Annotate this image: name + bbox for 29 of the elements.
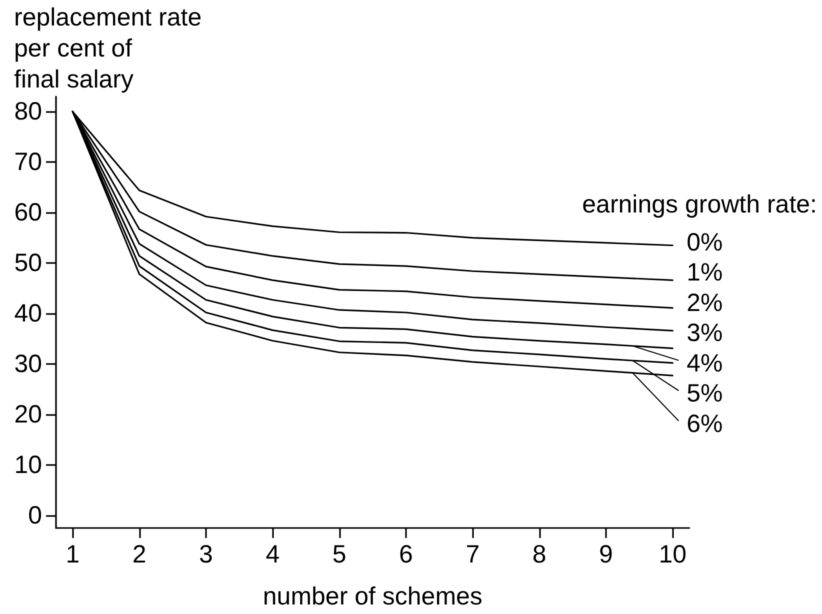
series-label: 6%: [686, 410, 723, 438]
series-label: 1%: [686, 258, 723, 287]
x-axis-title: number of schemes: [262, 582, 482, 610]
x-tick-label: 1: [66, 540, 80, 568]
x-tick-label: 10: [658, 540, 687, 568]
legend-label: 5%: [686, 380, 723, 408]
series-label: 2%: [686, 288, 723, 317]
series-label: 3%: [686, 319, 723, 348]
x-tick-label: 7: [466, 540, 480, 568]
legend-title: earnings growth rate:: [582, 190, 817, 218]
y-tick-label: 70: [14, 148, 42, 176]
x-tick-label: 3: [199, 540, 213, 568]
y-tick-label: 30: [14, 350, 42, 378]
x-tick-label: 6: [399, 540, 413, 568]
y-tick-label: 50: [14, 249, 42, 278]
x-tick-label: 5: [332, 540, 346, 568]
series-label: 0%: [686, 228, 723, 256]
y-tick-label: 80: [14, 98, 42, 126]
y-tick-label: 0: [28, 501, 42, 530]
y-tick-label: 10: [14, 450, 42, 479]
x-tick-label: 8: [532, 540, 546, 568]
x-tick-label: 9: [599, 540, 613, 568]
legend-label: 4%: [686, 349, 723, 378]
y-tick-label: 20: [14, 400, 42, 428]
x-tick-label: 4: [266, 540, 280, 568]
y-axis-title: replacement rate per cent of final salary: [14, 4, 202, 94]
y-tick-label: 40: [14, 300, 42, 328]
y-tick-label: 60: [14, 198, 42, 227]
x-tick-label: 2: [132, 540, 146, 568]
